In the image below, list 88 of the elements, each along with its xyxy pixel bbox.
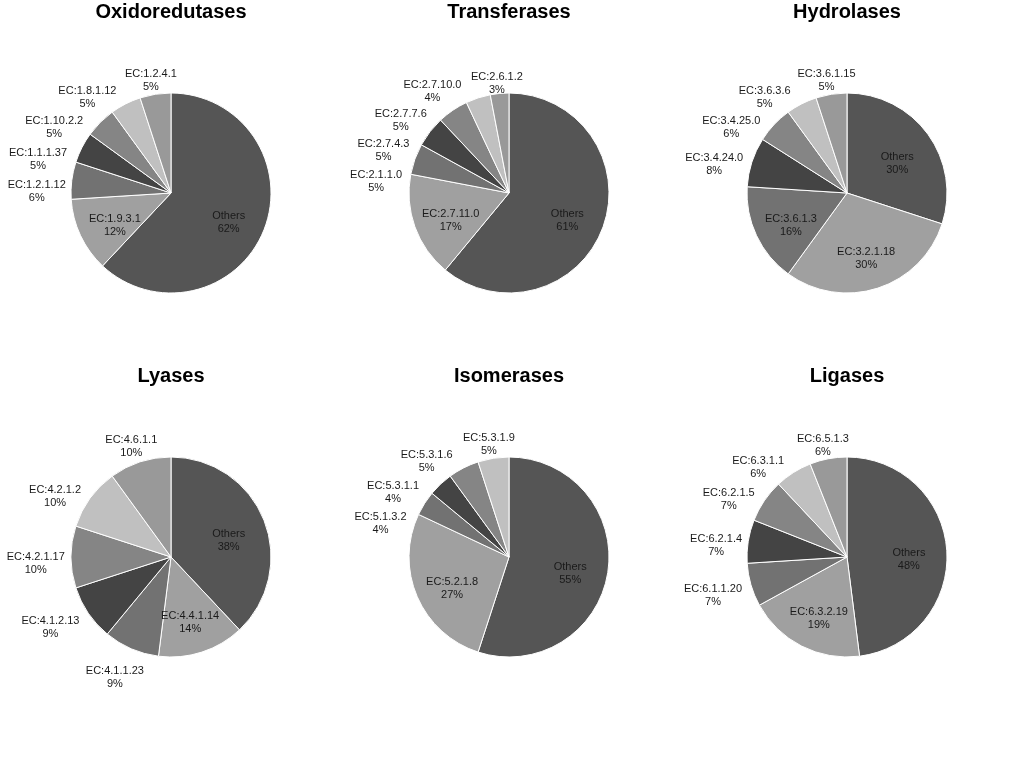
chart-title: Oxidoredutases — [95, 0, 247, 22]
data-label: 30% — [855, 257, 878, 270]
slice-label: EC:3.4.25.0 — [702, 113, 761, 126]
slice-label: EC:3.2.1.18 — [837, 244, 896, 257]
data-label: 6% — [28, 190, 45, 203]
data-label: 12% — [103, 225, 127, 238]
slice-label: EC:6.1.1.20 — [683, 581, 743, 594]
slice-label: EC:4.2.1.17 — [6, 550, 65, 562]
data-label: 7% — [708, 545, 725, 558]
slice-label: EC:6.2.1.5 — [702, 485, 755, 498]
slice-label: EC:1.2.1.12 — [7, 177, 66, 190]
data-label: 5% — [46, 127, 63, 140]
slice-label: EC:2.7.11.0 — [422, 207, 480, 219]
slice-label: EC:1.9.3.1 — [88, 212, 141, 225]
data-label: 6% — [814, 445, 832, 458]
slice-label: EC:4.1.1.23 — [85, 663, 144, 676]
slice-label: EC:2.6.1.2 — [470, 69, 523, 82]
data-label: 4% — [385, 491, 402, 504]
data-label: 5% — [142, 80, 160, 93]
data-label: 5% — [756, 97, 773, 110]
data-label: 7% — [705, 594, 722, 607]
slice-label: EC:1.2.4.1 — [124, 67, 177, 80]
data-label: 7% — [720, 498, 737, 511]
data-label: 38% — [217, 540, 240, 553]
slice-label: Others — [212, 527, 246, 540]
slice-label: Others — [880, 149, 915, 162]
slice-label: EC:2.7.7.6 — [374, 106, 427, 119]
data-label: 30% — [886, 162, 909, 175]
slice-label: EC:5.3.1.9 — [462, 431, 515, 444]
chart-title: Hydrolases — [793, 0, 901, 22]
data-label: 5% — [375, 150, 392, 163]
data-label: 55% — [559, 572, 582, 585]
slice-label: EC:3.4.24.0 — [685, 150, 744, 163]
data-label: 5% — [368, 181, 385, 194]
slice-label: EC:6.3.1.1 — [732, 453, 785, 466]
slice-label: EC:2.1.1.0 — [350, 168, 403, 181]
chart-title: Lyases — [137, 364, 205, 386]
chart-title: Ligases — [809, 364, 885, 386]
data-label: 5% — [418, 461, 435, 474]
slice-label: EC:4.2.1.2 — [29, 482, 82, 495]
data-label: 27% — [441, 587, 464, 600]
slice-label: EC:6.2.1.4 — [690, 532, 743, 545]
slice-label: EC:2.7.4.3 — [357, 137, 410, 150]
data-label: 4% — [424, 90, 441, 103]
chart-title: Transferases — [447, 0, 571, 22]
data-label: 16% — [779, 225, 803, 238]
slice-label: EC:3.6.1.3 — [764, 212, 817, 225]
data-label: 10% — [44, 495, 67, 508]
data-label: 61% — [556, 220, 579, 232]
data-label: 6% — [723, 126, 740, 139]
slice-label: Others — [550, 207, 585, 219]
data-label: 9% — [42, 627, 59, 640]
slice-label: EC:2.7.10.0 — [403, 77, 462, 90]
slice-label: EC:3.6.3.6 — [738, 84, 791, 97]
slice-label: EC:4.4.1.14 — [161, 608, 220, 621]
slice-label: EC:3.6.1.15 — [797, 67, 856, 80]
data-label: 62% — [217, 221, 240, 234]
slice-label: Others — [553, 559, 588, 572]
data-label: 5% — [79, 97, 96, 110]
slice-label: EC:5.2.1.8 — [426, 574, 479, 587]
data-label: 14% — [179, 621, 202, 634]
data-label: 4% — [372, 522, 389, 535]
data-label: 3% — [488, 82, 506, 95]
data-label: 8% — [706, 163, 723, 176]
data-label: 48% — [897, 559, 921, 572]
slice-label: EC:1.10.2.2 — [25, 114, 84, 127]
slice-label: Others — [892, 546, 926, 559]
data-label: 5% — [480, 444, 498, 457]
data-label: 19% — [807, 618, 831, 631]
slice-label: EC:4.6.1.1 — [105, 432, 158, 445]
slice-label: Others — [212, 208, 246, 221]
slice-label: EC:1.1.1.37 — [9, 146, 68, 159]
slice-label: EC:6.5.1.3 — [796, 432, 849, 445]
slice-label: EC:5.1.3.2 — [354, 509, 407, 522]
slice-label: EC:4.1.2.13 — [21, 614, 80, 627]
data-label: 5% — [30, 159, 47, 172]
slice-label: EC:6.3.2.19 — [789, 605, 848, 618]
slice-label: EC:5.3.1.1 — [367, 478, 420, 491]
data-label: 6% — [750, 466, 767, 479]
slice-label: EC:5.3.1.6 — [400, 448, 453, 461]
data-label: 9% — [106, 676, 124, 689]
data-label: 17% — [439, 220, 462, 232]
data-label: 5% — [392, 119, 409, 132]
data-label: 5% — [818, 80, 835, 93]
slice-label: EC:1.8.1.12 — [58, 84, 117, 97]
data-label: 10% — [120, 445, 143, 458]
chart-title: Isomerases — [453, 364, 565, 386]
data-label: 10% — [24, 563, 47, 575]
